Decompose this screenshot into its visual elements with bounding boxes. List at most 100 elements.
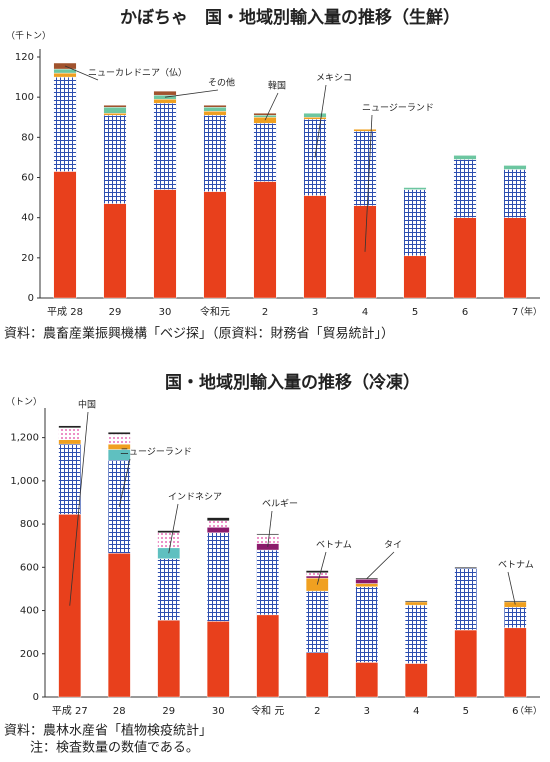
bar-segment (256, 534, 280, 544)
bar-segment (453, 159, 477, 218)
unit-label: （トン） (6, 397, 42, 408)
x-tick-label: 4 (413, 706, 419, 717)
bar-segment (103, 115, 127, 204)
bar-segment (454, 567, 478, 569)
bar-segment (404, 601, 428, 606)
bar-segment (305, 570, 329, 573)
series-label: ニュージーランド (362, 103, 434, 114)
bar-segment (107, 434, 131, 445)
bar-segment (303, 117, 327, 120)
unit-label: （千トン） (6, 31, 51, 42)
series-label: ベルギー (262, 499, 298, 510)
bar-segment (503, 607, 527, 629)
bar-segment (206, 517, 230, 522)
bar-segment (353, 131, 377, 206)
leader-line (314, 84, 327, 158)
series-label: ベトナム (498, 560, 534, 571)
chart-title: かぼちゃ 国・地域別輸入量の推移（生鮮） (120, 7, 460, 28)
leader-line (164, 89, 219, 98)
y-tick-label: 1,000 (10, 476, 39, 487)
bar-segment (157, 530, 181, 533)
bar-segment (58, 439, 82, 445)
x-tick-label: 30 (159, 307, 172, 318)
leader-line (64, 65, 99, 81)
bar-segment (206, 621, 230, 698)
series-label: ベトナム (316, 540, 352, 551)
bar-segment (305, 572, 329, 577)
x-unit: （年） (515, 705, 542, 717)
series-label: ニュージーランド (120, 447, 192, 458)
y-tick-label: 1,200 (10, 433, 39, 444)
y-tick-label: 600 (20, 562, 39, 573)
bar-segment (503, 600, 527, 603)
bar-segment (305, 575, 329, 579)
leader-line (507, 571, 516, 605)
bar-segment (503, 169, 527, 218)
x-tick-label: 4 (362, 307, 368, 318)
bar-segment (253, 113, 277, 116)
bar-segment (503, 165, 527, 170)
bar-segment (253, 115, 277, 118)
series-label: 中国 (78, 399, 96, 411)
bar-segment (157, 558, 181, 621)
x-tick-label: 平成 27 (52, 705, 88, 717)
y-tick-label: 120 (15, 52, 34, 63)
bar-segment (355, 578, 379, 584)
bar-segment (256, 614, 280, 698)
x-tick-label: 5 (412, 307, 418, 318)
series-label: 韓国 (268, 81, 286, 92)
bar-segment (203, 104, 227, 108)
bar-segment (305, 652, 329, 698)
bar-segment (203, 111, 227, 116)
bar-segment (305, 590, 329, 653)
x-unit: （年） (515, 306, 542, 318)
x-tick-label: 7 (512, 307, 518, 318)
bar-segment (153, 98, 177, 104)
bar-segment (153, 102, 177, 190)
bar-segment (404, 604, 428, 664)
x-tick-label: 30 (212, 706, 225, 717)
source: 資料：農林水産省「植物検疫統計」 (4, 723, 212, 739)
bar-segment (403, 189, 427, 257)
chart-title: 国・地域別輸入量の推移（冷凍） (165, 372, 420, 393)
bar-segment (453, 217, 477, 299)
bar-segment (157, 620, 181, 698)
bar-segment (203, 107, 227, 112)
bar-segment (353, 129, 377, 132)
leader-line (69, 411, 89, 606)
bar-segment (256, 549, 280, 616)
bar-segment (53, 72, 77, 78)
bar-segment (58, 425, 82, 429)
y-tick-label: 20 (21, 253, 34, 264)
leader-line (118, 458, 131, 507)
bar-segment (503, 627, 527, 698)
y-tick-label: 400 (20, 606, 39, 617)
bar-segment (303, 113, 327, 118)
bar-segment (53, 171, 77, 299)
bar-segment (453, 155, 477, 160)
bar-segment (58, 427, 82, 440)
bar-segment (355, 586, 379, 663)
bar-segment (206, 527, 230, 533)
bar-segment (53, 76, 77, 172)
leader-line (168, 503, 179, 554)
x-tick-label: 3 (312, 307, 318, 318)
bar-segment (253, 123, 277, 182)
bar-segment (103, 107, 127, 114)
x-tick-label: 平成 28 (47, 306, 83, 318)
x-tick-label: 28 (113, 706, 126, 717)
bar-segment (403, 255, 427, 299)
series-label: タイ (384, 540, 402, 551)
bar-segment (404, 663, 428, 698)
y-tick-label: 80 (21, 132, 34, 143)
bar-segment (203, 115, 227, 192)
bar-segment (103, 203, 127, 299)
y-tick-label: 0 (33, 692, 39, 703)
bar-segment (355, 583, 379, 587)
bar-segment (503, 217, 527, 299)
bar-segment (454, 629, 478, 698)
note: 注：検査数量の数値である。 (30, 740, 199, 756)
bar-segment (355, 662, 379, 698)
bar-segment (203, 191, 227, 299)
